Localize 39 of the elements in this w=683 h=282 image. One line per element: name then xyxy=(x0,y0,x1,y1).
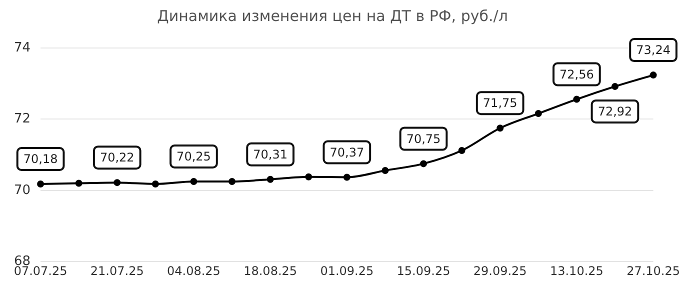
point xyxy=(266,176,274,183)
chart-title: Динамика изменения цен на ДТ в РФ, руб./л xyxy=(157,6,508,25)
x-tick-label: 21.07.25 xyxy=(90,264,144,278)
point xyxy=(114,179,121,186)
data-label: 73,24 xyxy=(636,43,670,58)
point xyxy=(573,96,580,103)
point xyxy=(382,166,389,174)
point xyxy=(611,82,618,90)
data-label: 70,22 xyxy=(100,150,134,165)
point xyxy=(75,180,82,187)
data-label: 71,75 xyxy=(482,96,518,110)
point xyxy=(305,173,312,180)
point xyxy=(534,110,542,118)
point xyxy=(496,124,504,132)
point xyxy=(343,174,350,181)
data-label: 70,18 xyxy=(23,152,58,166)
x-tick-label: 18.08.25 xyxy=(244,264,298,278)
x-tick-label: 13.10.25 xyxy=(550,264,604,278)
point xyxy=(152,180,159,188)
x-tick-label: 29.09.25 xyxy=(473,264,527,278)
data-label: 70,25 xyxy=(176,150,211,164)
point xyxy=(190,178,198,185)
data-label: 70,37 xyxy=(330,145,364,160)
data-label: 72,56 xyxy=(560,67,594,82)
data-label: 70,75 xyxy=(406,132,441,146)
y-tick-label: 72 xyxy=(14,112,31,127)
point xyxy=(650,72,657,79)
point xyxy=(420,160,428,168)
y-tick-label: 74 xyxy=(14,40,31,56)
x-tick-label: 04.08.25 xyxy=(167,264,220,278)
point xyxy=(228,178,236,185)
data-label: 70,31 xyxy=(253,147,288,162)
point xyxy=(458,147,466,154)
x-tick-label: 01.09.25 xyxy=(320,264,374,278)
data-label: 72,92 xyxy=(598,104,632,119)
x-tick-label: 27.10.25 xyxy=(626,264,680,278)
x-tick-label: 15.09.25 xyxy=(396,264,450,278)
point xyxy=(37,180,44,188)
y-tick-label: 70 xyxy=(14,182,31,198)
